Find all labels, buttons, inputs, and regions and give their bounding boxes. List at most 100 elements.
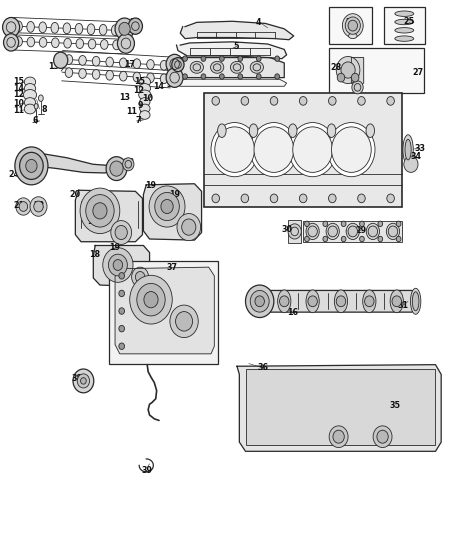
Text: 12: 12 [133, 86, 144, 95]
Text: 12: 12 [13, 91, 24, 99]
Polygon shape [75, 190, 143, 242]
Circle shape [308, 226, 318, 237]
Text: 14: 14 [154, 82, 164, 91]
Ellipse shape [27, 37, 35, 47]
Circle shape [119, 273, 125, 279]
Polygon shape [351, 58, 364, 86]
Circle shape [323, 221, 328, 226]
Circle shape [352, 81, 363, 94]
Circle shape [166, 54, 183, 74]
Text: 13: 13 [48, 62, 59, 71]
Ellipse shape [230, 61, 244, 73]
Circle shape [360, 221, 365, 226]
Ellipse shape [64, 39, 72, 48]
Circle shape [115, 18, 134, 40]
Ellipse shape [289, 124, 297, 137]
Text: 38: 38 [72, 374, 83, 383]
Ellipse shape [34, 104, 38, 109]
Circle shape [130, 275, 172, 324]
Circle shape [270, 97, 278, 105]
Circle shape [289, 123, 336, 176]
Text: 1: 1 [238, 145, 244, 154]
Circle shape [172, 58, 184, 72]
Text: 22: 22 [34, 201, 45, 210]
Circle shape [341, 62, 355, 78]
Ellipse shape [146, 60, 154, 70]
Text: 24: 24 [89, 199, 100, 209]
Ellipse shape [88, 39, 96, 49]
Ellipse shape [395, 36, 414, 41]
Circle shape [358, 97, 365, 105]
Text: 5: 5 [233, 42, 239, 50]
Ellipse shape [24, 98, 36, 108]
Bar [329, 48, 424, 93]
Circle shape [106, 157, 127, 180]
Circle shape [378, 221, 383, 226]
Circle shape [256, 56, 261, 61]
Bar [384, 7, 425, 44]
Circle shape [113, 260, 123, 270]
Circle shape [73, 369, 94, 393]
Circle shape [305, 236, 310, 242]
Circle shape [373, 426, 392, 447]
Text: 8: 8 [41, 104, 47, 113]
Polygon shape [237, 365, 441, 451]
Ellipse shape [395, 20, 414, 24]
Text: 24: 24 [174, 57, 185, 66]
Ellipse shape [326, 223, 339, 239]
Text: 26: 26 [346, 18, 357, 27]
Circle shape [34, 201, 43, 212]
Ellipse shape [210, 61, 224, 73]
Circle shape [166, 68, 183, 87]
Text: 17: 17 [124, 60, 135, 69]
Ellipse shape [119, 58, 127, 68]
Polygon shape [176, 58, 284, 78]
Ellipse shape [133, 59, 141, 68]
Circle shape [182, 219, 196, 235]
Circle shape [250, 123, 298, 176]
Circle shape [328, 226, 337, 237]
Text: 13: 13 [119, 93, 130, 102]
Ellipse shape [140, 98, 150, 106]
Ellipse shape [79, 68, 86, 78]
Circle shape [16, 198, 31, 215]
Circle shape [336, 56, 360, 84]
Circle shape [256, 74, 261, 79]
Ellipse shape [405, 140, 411, 160]
Ellipse shape [24, 84, 36, 93]
Circle shape [388, 226, 398, 237]
Text: 25: 25 [403, 17, 414, 26]
Ellipse shape [100, 24, 107, 35]
Circle shape [3, 34, 18, 51]
Ellipse shape [87, 24, 95, 35]
Circle shape [288, 224, 301, 239]
Circle shape [177, 213, 201, 241]
Polygon shape [115, 267, 214, 354]
Ellipse shape [139, 77, 151, 87]
Ellipse shape [410, 288, 421, 314]
Circle shape [109, 254, 128, 276]
Circle shape [387, 97, 394, 105]
Ellipse shape [346, 223, 359, 239]
Circle shape [280, 296, 289, 307]
Ellipse shape [250, 61, 264, 73]
Ellipse shape [334, 290, 347, 313]
Circle shape [136, 272, 145, 282]
Ellipse shape [39, 22, 46, 33]
Circle shape [182, 74, 187, 79]
Polygon shape [31, 154, 117, 173]
Ellipse shape [306, 290, 319, 313]
Text: 35: 35 [390, 401, 401, 411]
Text: 2: 2 [173, 59, 179, 68]
Ellipse shape [190, 61, 203, 73]
Circle shape [308, 296, 318, 307]
Circle shape [19, 153, 43, 179]
Text: 10: 10 [13, 99, 24, 108]
Text: 4: 4 [255, 18, 261, 27]
Ellipse shape [75, 23, 83, 34]
Circle shape [377, 430, 388, 443]
Bar [246, 369, 435, 445]
Text: 24: 24 [9, 169, 19, 179]
Bar [303, 221, 402, 242]
Circle shape [110, 161, 123, 176]
